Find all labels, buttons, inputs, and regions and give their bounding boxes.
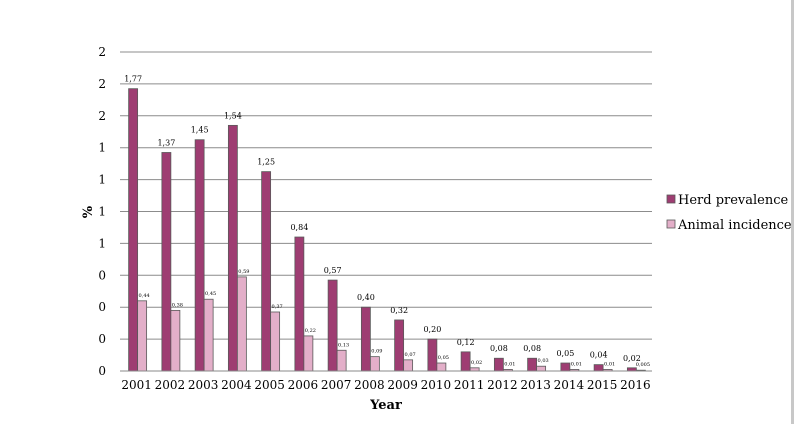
data-label: 0,07 <box>405 352 416 358</box>
x-tick-label: 2008 <box>354 378 385 392</box>
x-tick-label: 2016 <box>620 378 651 392</box>
bar-herd-prevalence <box>460 351 471 372</box>
data-label: 0,01 <box>504 361 515 367</box>
bar-animal-incidence <box>336 349 347 372</box>
data-label: 0,03 <box>538 358 549 364</box>
x-tick-label: 2006 <box>288 378 319 392</box>
data-label: 0,57 <box>324 266 342 275</box>
window-edge <box>791 0 794 424</box>
y-tick-label: 2 <box>98 77 106 91</box>
data-label: 0,13 <box>338 342 349 348</box>
y-tick-label: 0 <box>98 300 106 314</box>
data-label: 0,05 <box>438 355 449 361</box>
x-tick-label: 2010 <box>421 378 452 392</box>
bars <box>128 88 646 372</box>
data-label: 1,45 <box>191 126 209 135</box>
bar-herd-prevalence <box>128 88 139 372</box>
data-label: 1,54 <box>224 111 242 120</box>
data-label: 0,37 <box>272 304 283 310</box>
legend-label-animal-incidence: Animal incidence <box>677 218 792 233</box>
bar-herd-prevalence <box>527 357 538 372</box>
legend: Herd prevalence Animal incidence <box>666 193 792 233</box>
bar-animal-incidence <box>236 276 247 372</box>
x-axis-title: Year <box>369 398 402 413</box>
data-label: 0,12 <box>457 338 475 347</box>
data-label: 0,02 <box>623 354 641 363</box>
bar-herd-prevalence <box>394 319 405 372</box>
bar-herd-prevalence <box>261 171 272 372</box>
x-tick-label: 2013 <box>520 378 551 392</box>
data-label: 0,01 <box>571 361 582 367</box>
bar-animal-incidence <box>536 365 547 372</box>
data-label: 0,01 <box>604 361 615 367</box>
bar-animal-incidence <box>436 362 447 372</box>
x-axis-ticks: 2001 2002 2003 2004 2005 2006 2007 2008 2009 2010… <box>121 378 650 392</box>
data-label: 1,25 <box>257 158 275 167</box>
y-tick-label: 1 <box>98 141 106 155</box>
legend-label-herd-prevalence: Herd prevalence <box>678 193 789 208</box>
x-tick-label: 2009 <box>387 378 418 392</box>
data-label: 0,32 <box>390 306 408 315</box>
data-label: 0,44 <box>139 293 150 299</box>
bar-herd-prevalence <box>560 362 571 372</box>
x-tick-label: 2007 <box>321 378 352 392</box>
x-tick-label: 2012 <box>487 378 518 392</box>
data-label: 0,20 <box>423 325 441 334</box>
bar-animal-incidence <box>369 356 380 372</box>
y-tick-label: 0 <box>98 268 106 282</box>
data-label: 0,04 <box>590 351 608 360</box>
data-label: 0,08 <box>523 344 541 353</box>
bar-herd-prevalence <box>493 357 504 372</box>
x-tick-label: 2015 <box>587 378 618 392</box>
y-tick-label: 2 <box>98 45 106 59</box>
y-axis-ticks: 0 0 0 0 1 1 1 1 2 2 2 <box>98 45 106 378</box>
bar-animal-incidence <box>403 359 414 372</box>
bar-animal-incidence <box>137 300 148 372</box>
value-labels: 1,77 0,44 1,37 0,38 1,45 0,45 1,54 0,59 1,25 0,37… <box>124 75 650 369</box>
bar-animal-incidence <box>303 335 314 372</box>
data-label: 0,38 <box>172 302 183 308</box>
y-tick-label: 0 <box>98 332 106 346</box>
bar-herd-prevalence <box>427 338 438 372</box>
bar-herd-prevalence <box>360 306 371 372</box>
bar-herd-prevalence <box>593 364 604 372</box>
y-axis-title: % <box>81 205 96 218</box>
x-tick-label: 2001 <box>121 378 152 392</box>
bar-animal-incidence <box>170 309 181 372</box>
bar-herd-prevalence <box>161 152 172 372</box>
bar-herd-prevalence <box>194 139 205 372</box>
bar-herd-prevalence <box>227 124 238 372</box>
data-label: 0,08 <box>490 344 508 353</box>
x-tick-label: 2003 <box>188 378 219 392</box>
bar-herd-prevalence <box>294 236 305 372</box>
data-label: 0,84 <box>290 223 308 232</box>
y-tick-label: 1 <box>98 236 106 250</box>
x-tick-label: 2002 <box>155 378 186 392</box>
data-label: 0,02 <box>471 360 482 366</box>
y-tick-label: 1 <box>98 173 106 187</box>
bar-animal-incidence <box>270 311 281 372</box>
data-label: 0,40 <box>357 293 375 302</box>
y-tick-label: 2 <box>98 109 106 123</box>
x-tick-label: 2005 <box>254 378 285 392</box>
bar-herd-prevalence <box>327 279 338 372</box>
bar-animal-incidence <box>203 298 214 372</box>
data-label: 1,37 <box>157 138 175 147</box>
x-tick-label: 2014 <box>554 378 585 392</box>
x-tick-label: 2011 <box>454 378 485 392</box>
y-tick-label: 1 <box>98 205 106 219</box>
data-label: 0,005 <box>636 362 650 368</box>
legend-swatch-herd-prevalence <box>666 194 676 204</box>
x-tick-label: 2004 <box>221 378 252 392</box>
data-label: 0,59 <box>238 269 249 275</box>
legend-swatch-animal-incidence <box>666 219 676 229</box>
y-tick-label: 0 <box>98 364 106 378</box>
data-label: 0,45 <box>205 291 216 297</box>
data-label: 0,05 <box>556 349 574 358</box>
data-label: 1,77 <box>124 75 142 84</box>
data-label: 0,09 <box>371 349 382 355</box>
data-label: 0,22 <box>305 328 316 334</box>
